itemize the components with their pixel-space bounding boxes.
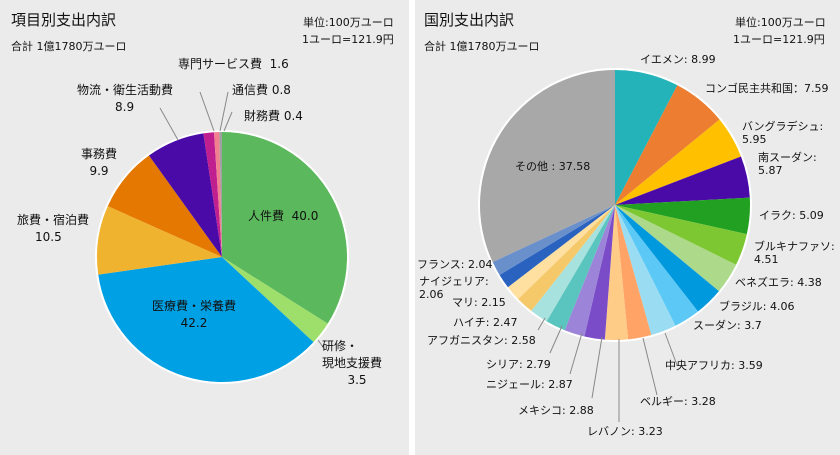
pie-slice-メキシコ (584, 205, 615, 340)
pie-slice-研修・現地支援費 (222, 257, 328, 343)
pie-slice-スーダン (615, 205, 698, 326)
pie-slice-レバノン (604, 205, 629, 340)
label-car: 中央アフリカ: 3.59 (665, 359, 763, 372)
label-logistics: 物流・衛生活動費 8.9 (77, 83, 174, 114)
item-pie-chart (95, 91, 349, 384)
pie-slice-フランス (492, 205, 615, 275)
label-south-sudan: 南スーダン: 5.87 (758, 151, 817, 177)
pie-slice-ニジェール (564, 205, 615, 337)
label-medical: 医療費・栄養費 42.2 (152, 299, 237, 330)
pie-slice-ブラジル (615, 205, 719, 312)
label-lebanon: レバノン: 3.23 (587, 425, 663, 438)
pie-slice-通信費 (214, 132, 222, 257)
pie-slice-医療費・栄養費 (98, 257, 314, 383)
label-france: フランス: 2.04 (417, 258, 493, 271)
label-niger: ニジェール: 2.87 (486, 378, 573, 391)
label-burkina-faso: ブルキナファソ: 4.51 (754, 240, 835, 266)
label-mali: マリ: 2.15 (452, 296, 506, 309)
panel-title: 項目別支出内訳 (11, 11, 117, 29)
label-syria: シリア: 2.79 (486, 358, 551, 371)
pie-slice-旅費・宿泊費 (97, 206, 222, 275)
label-drc: コンゴ民主共和国：7.59 (705, 82, 829, 95)
rate-text: 1ユーロ=121.9円 (302, 33, 394, 46)
label-brazil: ブラジル: 4.06 (719, 300, 795, 313)
label-personnel: 人件費 40.0 (248, 209, 319, 223)
label-belgium: ベルギー: 3.28 (640, 395, 716, 408)
pie-slice-イラク (615, 197, 750, 235)
pie-slice-事務費 (107, 155, 222, 257)
rate-text: 1ユーロ=121.9円 (733, 33, 825, 46)
pie-slice-財務費 (219, 132, 222, 257)
pie-slice-バングラデシュ (615, 119, 741, 205)
label-yemen: イエメン: 8.99 (640, 53, 716, 66)
pie-slice-専門サービス費 (203, 132, 222, 257)
unit-text: 単位:100万ユーロ (735, 16, 826, 29)
label-finance: 財務費 0.4 (244, 109, 303, 123)
country-pie-chart (478, 68, 752, 422)
pie-slice-南スーダン (615, 156, 750, 205)
pie-slice-イエメン (615, 70, 678, 205)
pie-slice-シリア (546, 205, 615, 331)
country-breakdown-panel: 国別支出内訳 合計 1億1780万ユーロ 単位:100万ユーロ 1ユーロ=121… (415, 0, 840, 455)
label-communication: 通信費 0.8 (232, 83, 291, 97)
pie-slice-ベネズエラ (615, 205, 737, 292)
label-venezuela: ベネズエラ: 4.38 (735, 276, 822, 289)
label-other: その他 : 37.58 (515, 160, 591, 173)
pie-slice-アフガニスタン (531, 205, 615, 322)
label-bangladesh: バングラデシュ: 5.95 (742, 120, 824, 146)
pie-slice-コンゴ民主共和国 (615, 85, 720, 205)
label-haiti: ハイチ: 2.47 (453, 316, 518, 329)
item-breakdown-panel: 項目別支出内訳 合計 1億1780万ユーロ 単位:100万ユーロ 1ユーロ=12… (0, 0, 409, 455)
pie-slice-ベルギー (615, 205, 652, 340)
pie-slice-その他 (480, 70, 615, 263)
label-iraq: イラク: 5.09 (759, 209, 824, 222)
label-afghanistan: アフガニスタン: 2.58 (427, 334, 536, 347)
pie-slice-物流・衛生活動費 (148, 133, 222, 257)
pie-slice-マリ (507, 205, 615, 299)
pie-slice-ナイジェリア (499, 205, 615, 288)
pie-slice-ハイチ (518, 205, 615, 311)
label-training: 研修・ 現地支援費 3.5 (322, 339, 383, 387)
pie-slice-人件費 (222, 132, 347, 324)
label-mexico: メキシコ: 2.88 (518, 404, 594, 417)
total-text: 合計 1億1780万ユーロ (11, 40, 127, 53)
panel-title: 国別支出内訳 (424, 11, 515, 29)
label-office: 事務費 9.9 (81, 147, 118, 178)
label-travel: 旅費・宿泊費 10.5 (17, 213, 90, 244)
label-professional: 専門サービス費 1.6 (178, 57, 289, 71)
total-text: 合計 1億1780万ユーロ (424, 40, 540, 53)
pie-slice-ブルキナファソ (615, 205, 747, 265)
pie-slice-中央アフリカ (615, 205, 676, 336)
unit-text: 単位:100万ユーロ (303, 16, 394, 29)
label-sudan: スーダン: 3.7 (693, 319, 762, 332)
label-nigeria: ナイジェリア: 2.06 (419, 275, 489, 301)
